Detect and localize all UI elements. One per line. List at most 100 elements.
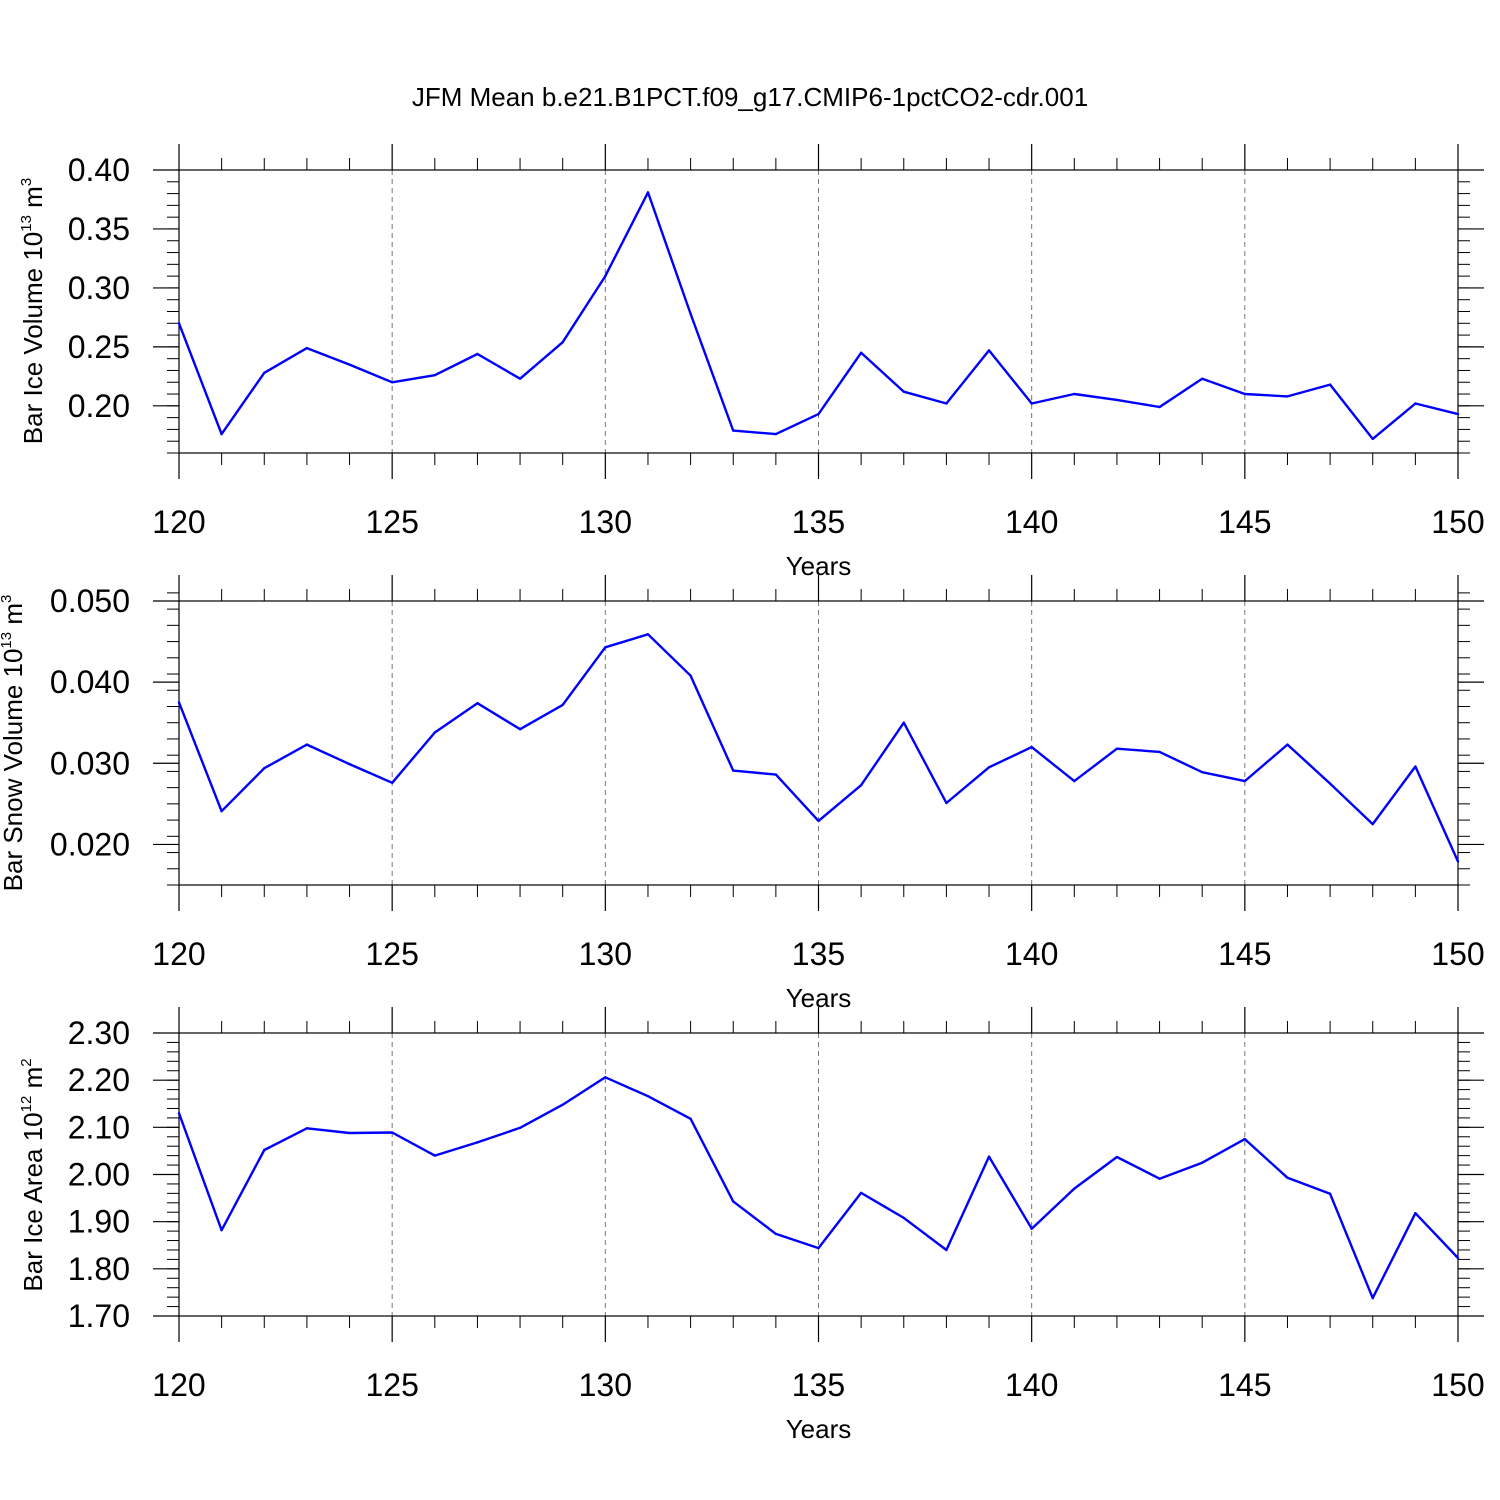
y-axis-label-unit-exp: 2 [18,1058,35,1066]
data-point [945,402,948,405]
data-point [732,769,735,772]
data-point [987,766,991,769]
y-axis-label-unit: m [0,603,28,632]
x-tick-label: 150 [1431,936,1484,972]
data-point [689,1117,692,1121]
panel-1: 0.20 0.25 0.30 0.35 0.40 120 125 130 135 140 145 15… [18,144,1485,581]
y-tick-label: 0.030 [50,745,130,781]
data-point [220,809,223,813]
x-tick-label: 150 [1431,1367,1484,1403]
data-point [1030,1227,1033,1230]
data-point [348,363,351,366]
x-tick-label: 120 [152,504,205,540]
data-point [604,274,607,278]
data-point [987,349,991,352]
y-tick-label: 0.20 [68,388,130,424]
data-point [604,646,607,649]
data-point [774,1232,778,1236]
data-point [390,781,394,784]
y-tick-label: 0.35 [68,211,130,247]
x-tick-label: 120 [152,936,205,972]
data-point [1371,822,1374,826]
data-point [1158,750,1161,754]
data-point [561,340,564,344]
data-point [732,429,735,432]
data-point [518,377,522,380]
y-tick-label: 2.30 [68,1015,130,1051]
data-point [390,381,394,384]
data-point [433,1154,436,1157]
data-point [646,633,650,636]
panel-3: 1.70 1.80 1.90 2.00 2.10 2.20 2.30 120 125 130 135… [18,1007,1485,1444]
x-tick-label: 140 [1005,1367,1058,1403]
y-axis-label-text: Bar Snow Volume 10 [0,649,28,892]
data-point [1073,779,1076,783]
data-point [1456,1256,1460,1260]
y-tick-label: 0.020 [50,826,130,862]
data-point [1073,1187,1076,1190]
y-tick-label: 0.050 [50,583,130,619]
data-point [1371,1296,1374,1300]
data-point [561,703,564,707]
y-axis-label-unit-exp: 3 [18,178,35,186]
data-point [348,762,351,766]
data-point [1158,405,1161,409]
x-tick-label: 145 [1218,504,1271,540]
data-point [518,728,522,731]
data-point [1286,743,1289,746]
data-point [177,1111,181,1115]
data-point [817,412,820,416]
data-point [348,1131,351,1135]
data-point [902,1216,905,1220]
data-point [774,432,778,436]
data-point [604,1076,607,1079]
y-axis-label: Bar Ice Area 1012 m2 [18,1058,48,1291]
plot-frame [178,1032,1459,1317]
data-point [1456,860,1460,863]
data-point [1073,392,1076,396]
x-tick-label: 150 [1431,504,1484,540]
data-point [433,731,436,734]
data-point [305,743,309,746]
panel-2: 0.020 0.030 0.040 0.050 120 125 130 135 140 145 15… [0,575,1485,1013]
x-tick-label: 130 [579,936,632,972]
data-point [646,1095,650,1098]
data-point [646,191,650,194]
data-point [305,1127,309,1130]
y-tick-label: 0.30 [68,270,130,306]
data-point [1414,1211,1417,1215]
data-point [1115,747,1119,750]
data-point [1243,1137,1247,1141]
y-tick-label: 1.80 [68,1251,130,1287]
y-axis-label-text: Bar Ice Volume 10 [18,232,48,444]
x-tick-label: 130 [579,504,632,540]
y-tick-label: 0.25 [68,329,130,365]
data-point [263,766,266,770]
chart-title: JFM Mean b.e21.B1PCT.f09_g17.CMIP6-1pctC… [412,82,1088,112]
data-point [177,701,181,704]
data-point [774,773,778,776]
data-point [476,1141,479,1144]
data-point [220,432,223,436]
y-axis-label-text: Bar Ice Area 10 [18,1112,48,1291]
data-point [817,1246,820,1250]
y-tick-label: 2.20 [68,1062,130,1098]
y-axis-label-exp: 13 [0,632,15,649]
y-axis-label-exp: 12 [18,1096,35,1113]
data-point [1201,1161,1204,1164]
x-tick-label: 140 [1005,504,1058,540]
x-tick-label: 130 [579,1367,632,1403]
x-tick-label: 135 [792,1367,845,1403]
data-point [177,322,181,325]
x-tick-label: 125 [365,1367,418,1403]
x-tick-label: 135 [792,936,845,972]
y-axis-label-unit-exp: 3 [0,595,15,603]
x-tick-label: 145 [1218,1367,1271,1403]
data-point [263,371,266,375]
data-point [1414,402,1417,405]
data-point [945,1248,948,1252]
data-point [1201,377,1204,380]
x-tick-label: 140 [1005,936,1058,972]
data-point [1414,765,1417,768]
